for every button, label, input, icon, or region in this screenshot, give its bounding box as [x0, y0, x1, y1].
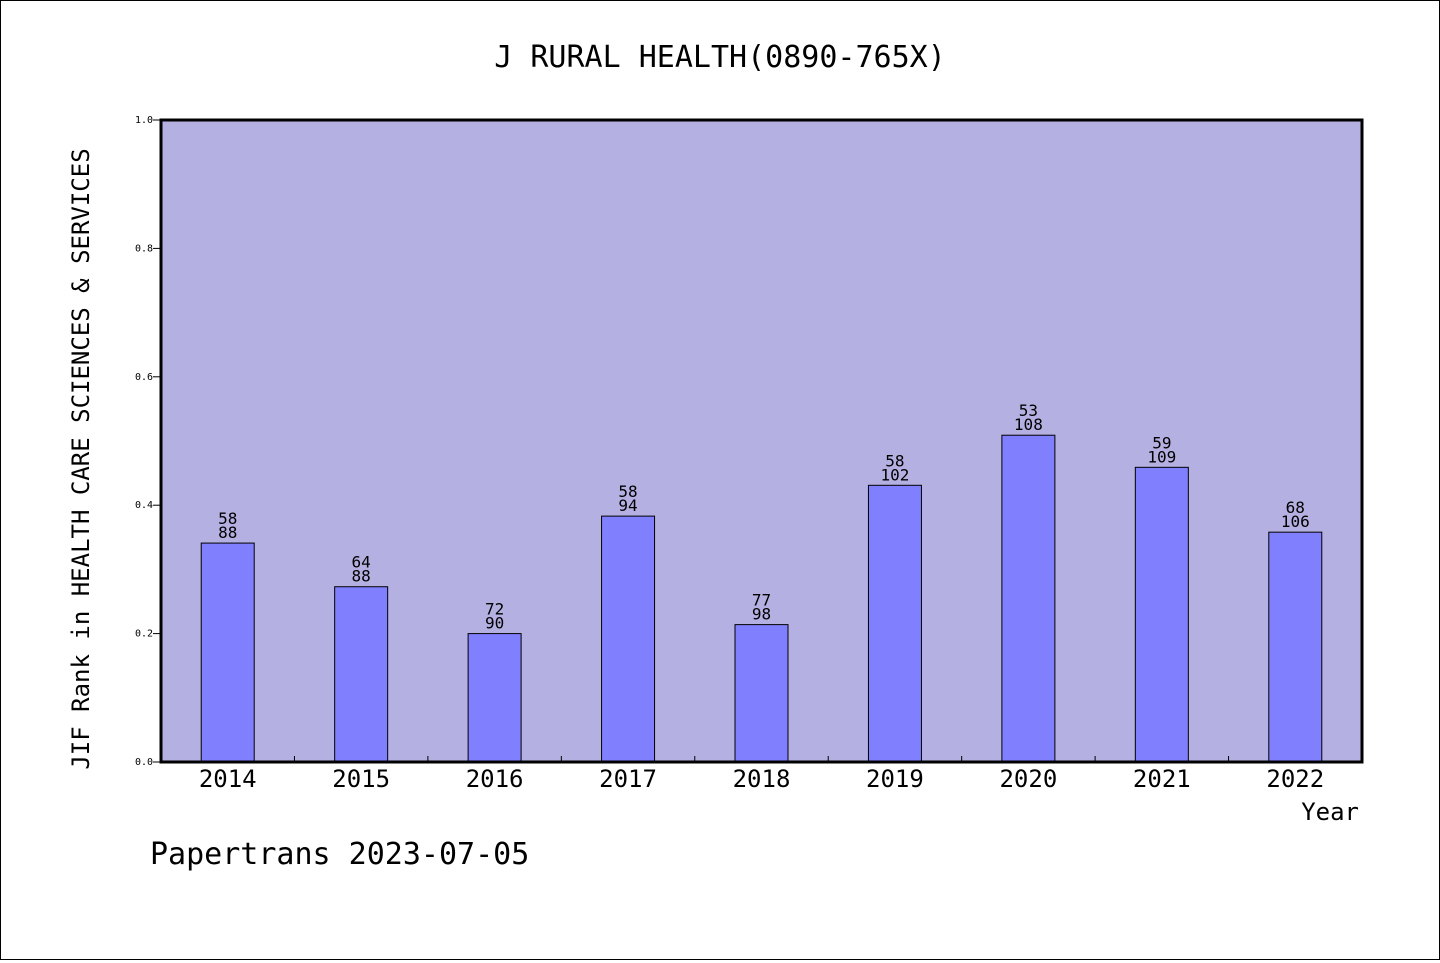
- bar: [1268, 531, 1323, 763]
- y-axis-label: JIF Rank in HEALTH CARE SCIENCES & SERVI…: [67, 148, 95, 769]
- x-tick-label: 2016: [466, 765, 524, 793]
- y-tick-label: 0.6: [135, 372, 153, 383]
- bar-total-label: 94: [618, 496, 637, 515]
- bar-rank-label: 58: [218, 509, 237, 528]
- x-axis-label: Year: [1301, 798, 1359, 826]
- bar-rank-label: 58: [618, 482, 637, 501]
- bar-total-label: 98: [752, 605, 771, 624]
- x-tick-label: 2017: [599, 765, 657, 793]
- bar: [200, 542, 255, 763]
- x-axis: 2014 2015 2016 2017 2018 2019 2020 2021 2022: [199, 756, 1324, 793]
- bar: [1001, 434, 1056, 763]
- x-tick-label: 2020: [999, 765, 1057, 793]
- y-tick-label: 0.0: [135, 757, 153, 768]
- bar-rank-label: 53: [1019, 401, 1038, 420]
- x-tick-label: 2018: [733, 765, 791, 793]
- bar-total-label: 90: [485, 614, 504, 633]
- y-tick-label: 0.4: [135, 500, 153, 511]
- footer-text: Papertrans 2023-07-05: [150, 837, 529, 872]
- bar-total-label: 102: [880, 465, 909, 484]
- bar-rank-label: 58: [885, 451, 904, 470]
- bar: [867, 484, 922, 763]
- bar-total-label: 109: [1147, 447, 1176, 466]
- bar-rank-label: 64: [352, 553, 371, 572]
- bar: [467, 633, 522, 763]
- y-tick-label: 1.0: [135, 115, 153, 126]
- y-axis: 0.0 0.2 0.4 0.6 0.8 1.0: [135, 115, 161, 768]
- bar: [1134, 466, 1189, 763]
- bar-rank-label: 59: [1152, 433, 1171, 452]
- bar-total-label: 108: [1014, 415, 1043, 434]
- bar-total-label: 88: [352, 567, 371, 586]
- y-tick-label: 0.8: [135, 243, 153, 254]
- x-tick-label: 2014: [199, 765, 257, 793]
- y-tick-label: 0.2: [135, 629, 153, 640]
- bar: [334, 586, 389, 763]
- plot-border: [159, 118, 1364, 764]
- bar-rank-label: 77: [752, 591, 771, 610]
- x-tick-label: 2022: [1266, 765, 1324, 793]
- bar-total-label: 88: [218, 523, 237, 542]
- bar: [734, 624, 789, 763]
- x-tick-label: 2019: [866, 765, 924, 793]
- x-tick-label: 2015: [332, 765, 390, 793]
- bar-rank-label: 68: [1286, 498, 1305, 517]
- bar: [601, 515, 656, 763]
- bar-total-label: 106: [1281, 512, 1310, 531]
- x-tick-label: 2021: [1133, 765, 1191, 793]
- bar-rank-label: 72: [485, 600, 504, 619]
- chart-title: J RURAL HEALTH(0890-765X): [494, 40, 946, 75]
